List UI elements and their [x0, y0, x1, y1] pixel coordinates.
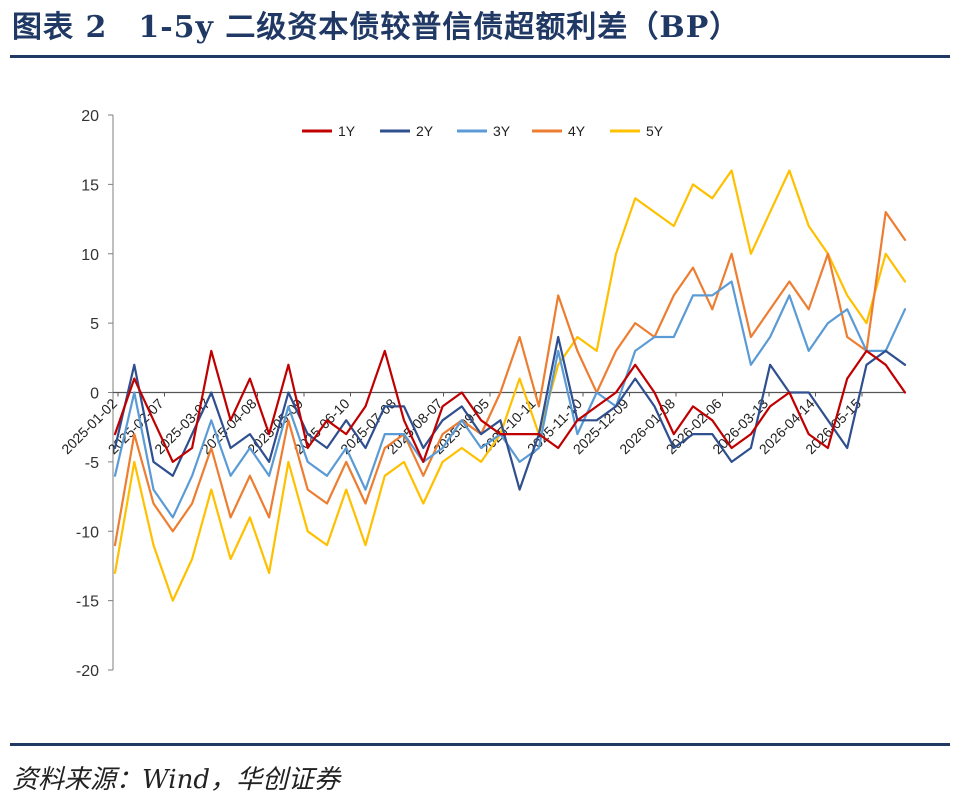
y-tick-label: 20: [81, 108, 99, 125]
y-tick-label: 15: [81, 177, 99, 194]
footer-rule: [10, 743, 950, 746]
y-tick-label: -10: [76, 524, 99, 541]
y-tick-label: 5: [90, 316, 99, 333]
series-line-2y: [113, 335, 907, 491]
y-tick-label: 0: [90, 386, 99, 403]
legend-label-5y: 5Y: [646, 123, 664, 139]
legend-label-1y: 1Y: [338, 123, 356, 139]
series-line-4y: [113, 211, 907, 547]
series-line-5y: [113, 169, 907, 602]
series-line-1y: [113, 349, 907, 463]
source-note: 资料来源：Wind，华创证券: [12, 765, 340, 795]
legend-label-3y: 3Y: [493, 123, 511, 139]
line-chart: 20151050-5-10-15-202025-01-022025-02-072…: [58, 108, 907, 680]
y-tick-label: -15: [76, 594, 99, 611]
y-tick-label: -5: [85, 455, 99, 472]
legend-label-2y: 2Y: [416, 123, 434, 139]
y-tick-label: -20: [76, 663, 99, 680]
legend-label-4y: 4Y: [568, 123, 586, 139]
chart-area: 20 15 10 5 0 -5 -10 -15 -20 2025-01-02 2025-02-07 2…: [0, 60, 957, 740]
figure-title: 图表 2 1-5y 二级资本债较普信债超额利差（BP）: [12, 10, 741, 45]
series-line-3y: [113, 280, 907, 519]
title-rule: [10, 55, 950, 58]
y-tick-label: 10: [81, 247, 99, 264]
